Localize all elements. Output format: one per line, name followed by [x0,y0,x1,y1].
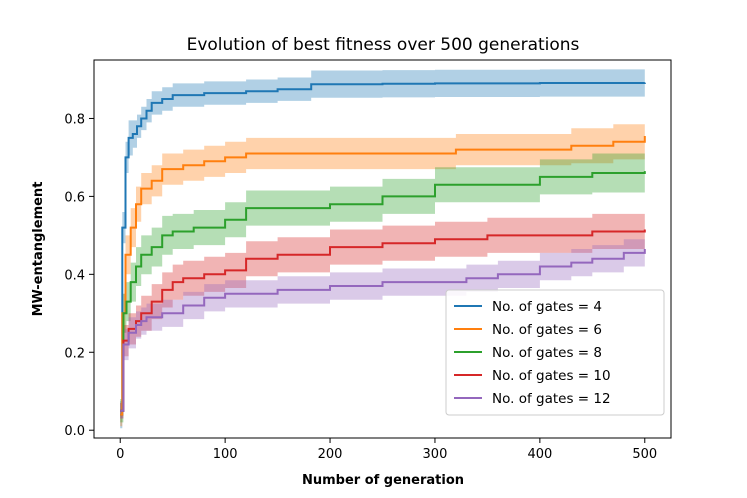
x-axis-label: Number of generation [302,473,464,488]
legend-label-4: No. of gates = 10 [492,368,611,384]
series-lines [120,82,646,416]
confidence-band-2 [120,118,645,427]
y-tick-label: 0.8 [64,112,85,127]
x-tick-label: 0 [116,447,124,462]
x-tick-label: 500 [632,447,657,462]
legend-label-2: No. of gates = 6 [492,322,602,338]
series-line-2 [120,136,646,416]
x-axis-ticks: 0 100 200 300 400 500 [116,438,657,462]
series-line-1 [120,82,646,416]
y-tick-label: 0.4 [64,268,85,283]
y-tick-label: 0.2 [64,346,85,361]
x-tick-label: 100 [213,447,238,462]
series-line-4 [120,229,646,412]
x-tick-label: 300 [423,447,448,462]
series-line-5 [120,249,646,412]
legend: No. of gates = 4 No. of gates = 6 No. of g… [445,289,665,416]
legend-label-1: No. of gates = 4 [492,299,602,315]
legend-label-5: No. of gates = 12 [492,391,611,407]
chart-title: Evolution of best fitness over 500 gener… [187,35,580,55]
confidence-bands [120,69,645,429]
y-tick-label: 0.6 [64,190,85,205]
confidence-band-5 [120,235,645,419]
series-line-3 [120,171,646,412]
legend-label-3: No. of gates = 8 [492,345,602,361]
x-tick-label: 200 [318,447,343,462]
confidence-band-4 [120,212,645,419]
confidence-band-1 [120,69,645,429]
plot-frame [93,59,672,439]
legend-box [445,289,665,416]
y-axis-ticks: 0.0 0.2 0.4 0.6 0.8 [64,112,94,439]
x-tick-label: 400 [527,447,552,462]
y-tick-label: 0.0 [64,424,85,439]
y-axis-label: MW-entanglement [31,182,46,317]
confidence-band-3 [120,151,645,423]
